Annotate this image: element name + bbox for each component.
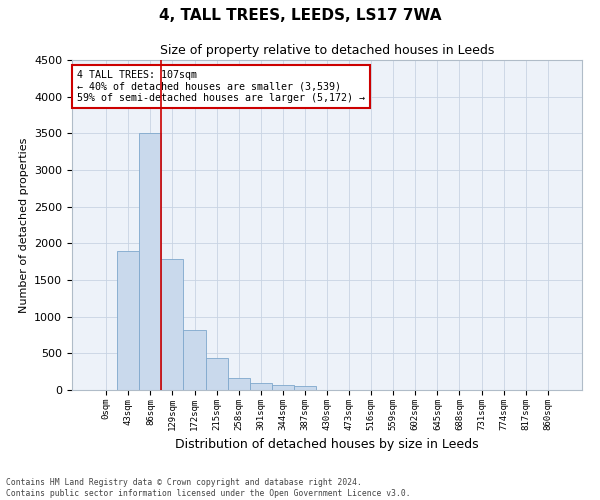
Bar	[117, 250, 139, 390]
X-axis label: Distribution of detached houses by size in Leeds: Distribution of detached houses by size …	[175, 438, 479, 451]
Bar	[206, 358, 227, 390]
Text: 4 TALL TREES: 107sqm
← 40% of detached houses are smaller (3,539)
59% of semi-de: 4 TALL TREES: 107sqm ← 40% of detached h…	[77, 70, 365, 103]
Bar	[139, 134, 161, 390]
Bar	[161, 260, 184, 390]
Bar	[184, 330, 206, 390]
Bar	[250, 382, 272, 390]
Bar	[272, 384, 294, 390]
Title: Size of property relative to detached houses in Leeds: Size of property relative to detached ho…	[160, 44, 494, 58]
Bar	[294, 386, 316, 390]
Text: 4, TALL TREES, LEEDS, LS17 7WA: 4, TALL TREES, LEEDS, LS17 7WA	[159, 8, 441, 22]
Bar	[227, 378, 250, 390]
Text: Contains HM Land Registry data © Crown copyright and database right 2024.
Contai: Contains HM Land Registry data © Crown c…	[6, 478, 410, 498]
Y-axis label: Number of detached properties: Number of detached properties	[19, 138, 29, 312]
